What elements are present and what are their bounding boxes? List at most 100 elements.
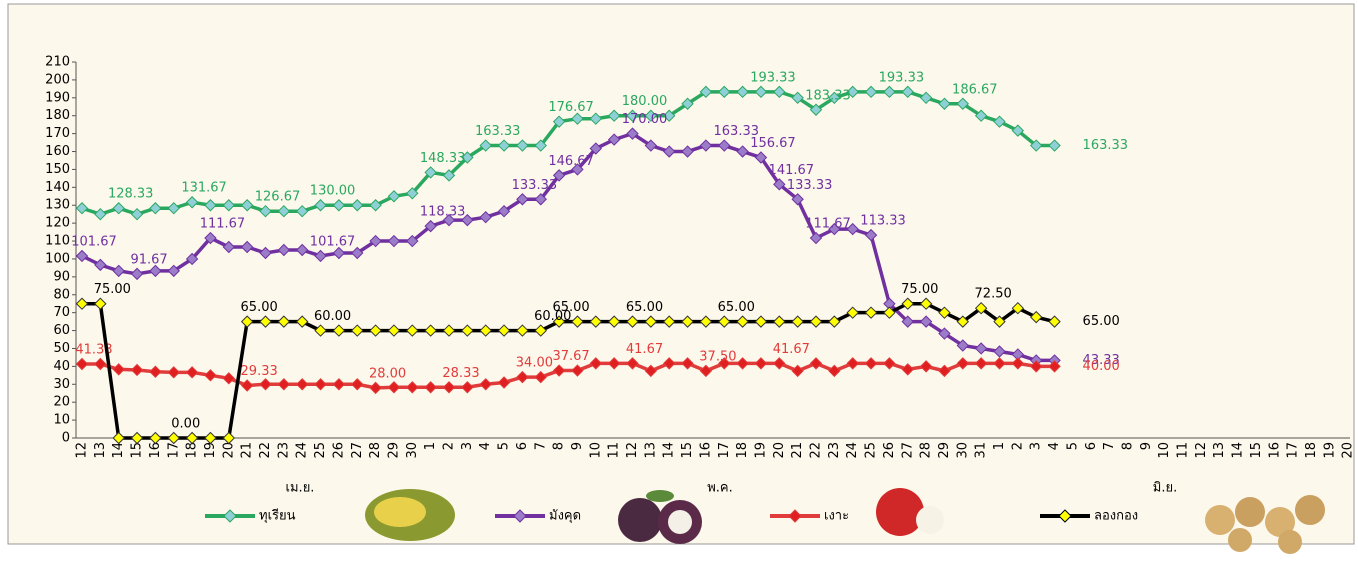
data-label: 37.50	[699, 349, 736, 364]
y-tick-label: 170	[45, 126, 70, 141]
y-tick-label: 140	[45, 180, 70, 195]
x-tick-label: 30	[405, 442, 420, 459]
data-label: 163.33	[475, 124, 521, 139]
data-label: 156.67	[750, 136, 796, 151]
y-tick-label: 110	[45, 234, 70, 249]
x-tick-label: 11	[1176, 442, 1191, 459]
x-tick-label: 6	[515, 442, 530, 450]
data-label: 146.67	[548, 154, 594, 169]
y-tick-label: 190	[45, 90, 70, 105]
x-tick-label: 8	[552, 442, 567, 450]
y-tick-label: 80	[53, 287, 70, 302]
legend-label: มังคุด	[549, 509, 581, 524]
data-label: 163.33	[1083, 138, 1129, 153]
y-tick-label: 0	[62, 431, 70, 446]
data-label: 37.67	[552, 349, 589, 364]
x-tick-label: 14	[111, 442, 126, 459]
data-label: 113.33	[860, 214, 906, 229]
x-tick-label: 6	[1084, 442, 1099, 450]
data-label: 193.33	[879, 70, 925, 85]
chart: 0102030405060708090100110120130140150160…	[0, 0, 1358, 568]
x-tick-label: 4	[478, 442, 493, 450]
y-tick-label: 210	[45, 55, 70, 70]
x-tick-label: 25	[864, 442, 879, 459]
x-tick-label: 31	[974, 442, 989, 459]
data-label: 111.67	[200, 217, 246, 232]
y-tick-label: 30	[53, 377, 70, 392]
data-label: 130.00	[310, 184, 356, 199]
x-tick-label: 24	[295, 442, 310, 459]
x-tick-label: 8	[1120, 442, 1135, 450]
x-tick-label: 14	[1231, 442, 1246, 459]
x-tick-label: 15	[680, 442, 695, 459]
data-label: 148.33	[420, 151, 466, 166]
y-tick-label: 180	[45, 108, 70, 123]
data-label: 133.33	[787, 178, 833, 193]
x-tick-label: 4	[1047, 442, 1062, 450]
x-tick-label: 16	[698, 442, 713, 459]
x-tick-label: 27	[350, 442, 365, 459]
chart-background	[8, 4, 1354, 544]
data-label: 91.67	[130, 252, 167, 267]
x-tick-label: 5	[1065, 442, 1080, 450]
x-tick-label: 14	[662, 442, 677, 459]
data-label: 101.67	[71, 234, 117, 249]
data-label: 28.33	[442, 366, 479, 381]
data-label: 141.67	[769, 163, 815, 178]
x-tick-label: 12	[625, 442, 640, 459]
x-tick-label: 17	[717, 442, 732, 459]
x-tick-label: 2	[1010, 442, 1025, 450]
y-tick-label: 50	[53, 341, 70, 356]
data-label: 111.67	[805, 217, 851, 232]
data-label: 75.00	[94, 282, 131, 297]
x-tick-label: 11	[607, 442, 622, 459]
x-tick-label: 21	[240, 442, 255, 459]
data-label: 170.00	[622, 112, 668, 127]
x-tick-label: 25	[313, 442, 328, 459]
month-label: มิ.ย.	[1153, 481, 1177, 496]
legend-label: ทุเรียน	[259, 508, 296, 524]
data-label: 65.00	[241, 300, 278, 315]
durian-image	[365, 489, 455, 541]
data-label: 41.67	[773, 342, 810, 357]
data-label: 28.00	[369, 366, 406, 381]
data-label: 65.00	[552, 300, 589, 315]
x-tick-label: 21	[790, 442, 805, 459]
x-tick-label: 3	[460, 442, 475, 450]
x-tick-label: 12	[1194, 442, 1209, 459]
x-tick-label: 29	[386, 442, 401, 459]
month-label: พ.ค.	[707, 481, 733, 496]
y-tick-label: 20	[53, 395, 70, 410]
x-tick-label: 23	[827, 442, 842, 459]
data-label: 41.67	[626, 342, 663, 357]
data-label: 180.00	[622, 94, 668, 109]
x-tick-label: 20	[1341, 442, 1356, 459]
y-tick-label: 160	[45, 144, 70, 159]
data-label: 65.00	[1083, 314, 1120, 329]
data-label: 101.67	[310, 234, 356, 249]
data-label: 193.33	[750, 70, 796, 85]
x-tick-label: 27	[900, 442, 915, 459]
data-label: 133.33	[512, 178, 558, 193]
data-label: 118.33	[420, 205, 466, 220]
x-tick-label: 19	[753, 442, 768, 459]
x-tick-label: 17	[1286, 442, 1301, 459]
x-tick-label: 2	[442, 442, 457, 450]
x-tick-label: 19	[203, 442, 218, 459]
data-label: 72.50	[975, 287, 1012, 302]
y-tick-label: 150	[45, 162, 70, 177]
x-tick-label: 22	[258, 442, 273, 459]
x-tick-label: 15	[130, 442, 145, 459]
data-label: 65.00	[626, 300, 663, 315]
x-tick-label: 24	[845, 442, 860, 459]
y-tick-label: 130	[45, 198, 70, 213]
y-tick-label: 40	[53, 359, 70, 374]
x-tick-label: 26	[882, 442, 897, 459]
legend-label: ลองกอง	[1094, 509, 1138, 524]
x-tick-label: 17	[166, 442, 181, 459]
x-tick-label: 18	[185, 442, 200, 459]
data-label: 131.67	[181, 181, 227, 196]
y-tick-label: 60	[53, 323, 70, 338]
x-tick-label: 18	[735, 442, 750, 459]
x-tick-label: 20	[772, 442, 787, 459]
